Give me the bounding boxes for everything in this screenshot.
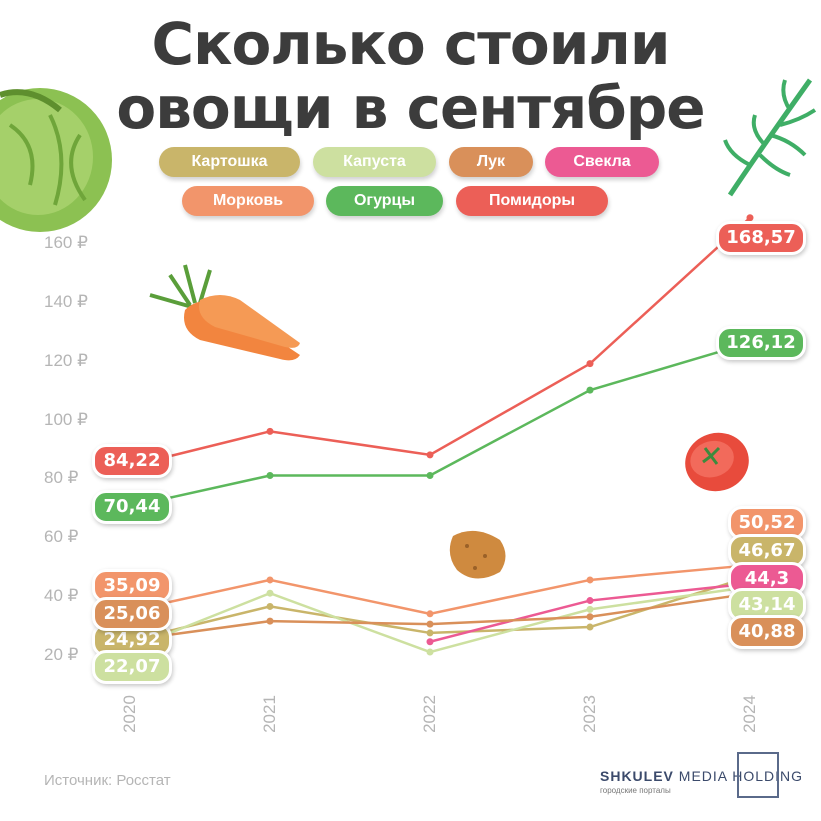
x-tick-label: 2024 <box>740 695 759 733</box>
page-title: Сколько стоили овощи в сентябре <box>0 12 821 140</box>
herb-illustration <box>723 78 817 197</box>
data-point <box>586 623 594 631</box>
data-label: 25,06 <box>92 597 172 631</box>
series-line <box>129 575 751 642</box>
data-point <box>586 605 594 613</box>
y-tick-label: 80 ₽ <box>44 468 79 488</box>
data-point <box>586 386 594 394</box>
brand-logo: SHKULEV MEDIA HOLDING городские порталы <box>600 768 803 795</box>
brand-frame <box>737 752 779 798</box>
cabbage-illustration <box>0 88 112 232</box>
data-point <box>266 617 274 625</box>
y-tick-label: 40 ₽ <box>44 586 79 606</box>
legend-item-svekla: Свекла <box>545 147 659 177</box>
data-point <box>586 576 594 584</box>
data-point <box>426 648 434 656</box>
data-point <box>426 610 434 618</box>
brand-name-bold: SHKULEV <box>600 768 674 784</box>
data-point <box>426 629 434 637</box>
x-tick-label: 2020 <box>120 695 139 733</box>
x-tick-label: 2023 <box>580 695 599 733</box>
legend-item-morkov: Морковь <box>182 186 314 216</box>
y-tick-label: 60 ₽ <box>44 527 79 547</box>
carrot-illustration <box>149 264 300 361</box>
data-point <box>586 597 594 605</box>
source-note: Источник: Росстат <box>44 772 171 789</box>
x-tick-label: 2022 <box>420 695 439 733</box>
data-point <box>426 620 434 628</box>
legend-item-kartoshka: Картошка <box>159 147 300 177</box>
brand-subtitle: городские порталы <box>600 786 671 795</box>
y-tick-label: 120 ₽ <box>44 350 88 370</box>
data-label: 22,07 <box>92 650 172 684</box>
y-tick-label: 160 ₽ <box>44 233 88 252</box>
data-point <box>266 589 274 597</box>
data-point <box>586 360 594 368</box>
brand-name-rest: MEDIA HOLDING <box>678 768 804 784</box>
potato-illustration <box>449 530 506 579</box>
data-label: 70,44 <box>92 490 172 524</box>
series-line <box>129 341 751 508</box>
legend-item-luk: Лук <box>449 147 533 177</box>
brand-frame-left <box>737 752 739 798</box>
y-tick-label: 100 ₽ <box>44 409 88 429</box>
data-point <box>266 471 274 479</box>
data-point <box>266 602 274 610</box>
data-point <box>426 638 434 646</box>
data-label: 126,12 <box>716 326 806 360</box>
legend-item-kapusta: Капуста <box>313 147 436 177</box>
data-point <box>746 214 754 222</box>
data-label: 84,22 <box>92 444 172 478</box>
data-point <box>586 613 594 621</box>
title-line-2: овощи в сентябре <box>116 74 705 142</box>
data-point <box>266 576 274 584</box>
data-label: 168,57 <box>716 221 806 255</box>
brand-frame-bottom <box>737 796 779 798</box>
data-point <box>426 451 434 459</box>
y-tick-label: 20 ₽ <box>44 645 79 664</box>
series-line <box>129 216 751 468</box>
data-label: 40,88 <box>728 615 806 649</box>
x-tick-label: 2021 <box>260 695 279 733</box>
data-point <box>266 427 274 435</box>
legend-item-ogurcy: Огурцы <box>326 186 443 216</box>
title-line-1: Сколько стоили <box>151 10 671 78</box>
legend-item-pomidory: Помидоры <box>456 186 608 216</box>
y-tick-label: 140 ₽ <box>44 291 88 311</box>
brand-name: SHKULEV MEDIA HOLDING <box>600 768 803 784</box>
data-point <box>426 471 434 479</box>
series-line <box>129 585 751 654</box>
tomato-illustration <box>685 432 749 492</box>
